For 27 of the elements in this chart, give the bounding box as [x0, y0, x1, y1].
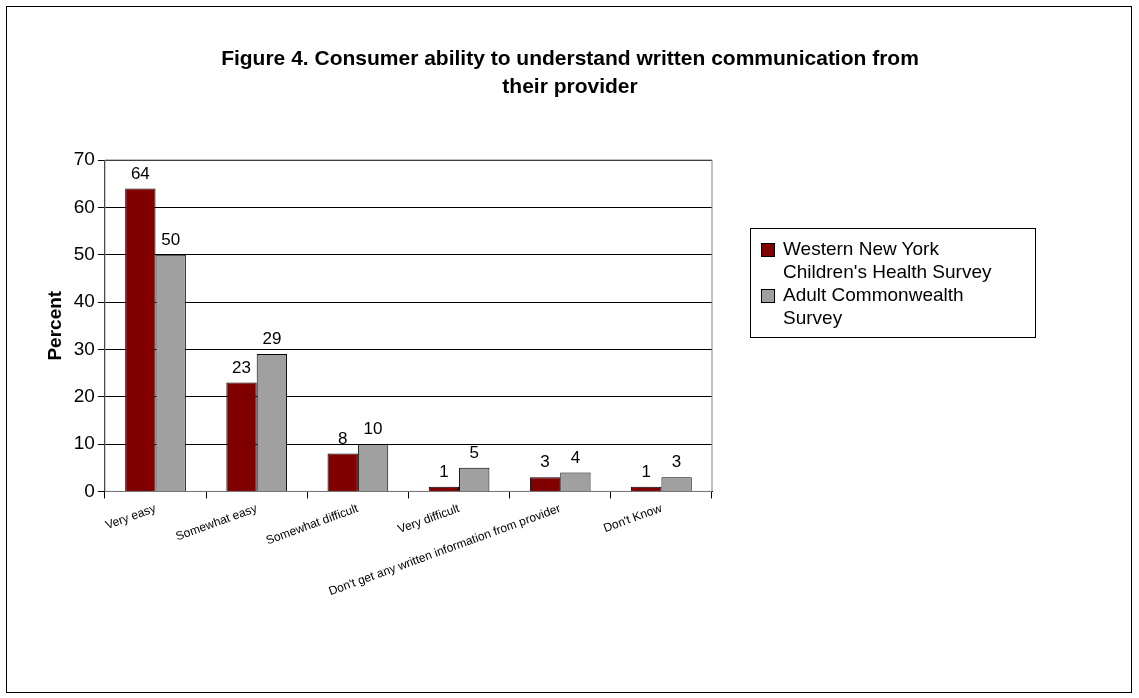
y-tick-label: 50 [73, 242, 95, 264]
data-label: 8 [337, 428, 348, 448]
data-label: 10 [363, 419, 383, 439]
data-label: 1 [641, 461, 651, 481]
x-tick-label: Very difficult [395, 500, 462, 537]
chart-title: Figure 4. Consumer ability to understand written communication from their provider [220, 45, 920, 99]
y-tick-label: 10 [73, 432, 95, 454]
x-tick-label: Don't Know [601, 500, 664, 535]
data-label: 29 [262, 329, 282, 349]
y-tick-label: 20 [73, 384, 95, 406]
legend-label: Adult Commonwealth Survey [783, 283, 965, 329]
data-label: 3 [671, 452, 682, 472]
data-label: 64 [130, 163, 150, 183]
y-tick-label: 70 [73, 148, 95, 170]
data-label: 1 [439, 461, 449, 481]
y-tick-label: 30 [73, 337, 95, 359]
x-tick-label: Very easy [103, 500, 158, 533]
legend-label: Western New York Children's Health Survey [783, 237, 993, 283]
data-label: 50 [161, 229, 181, 249]
y-tick-label: 40 [73, 290, 95, 312]
data-label: 5 [469, 442, 479, 462]
y-tick-label: 0 [84, 479, 95, 501]
data-label: 4 [570, 447, 581, 467]
y-tick-label: 60 [73, 195, 95, 217]
data-label: 3 [540, 452, 550, 472]
data-label: 23 [232, 357, 251, 377]
y-axis-title: Percent [43, 290, 65, 361]
